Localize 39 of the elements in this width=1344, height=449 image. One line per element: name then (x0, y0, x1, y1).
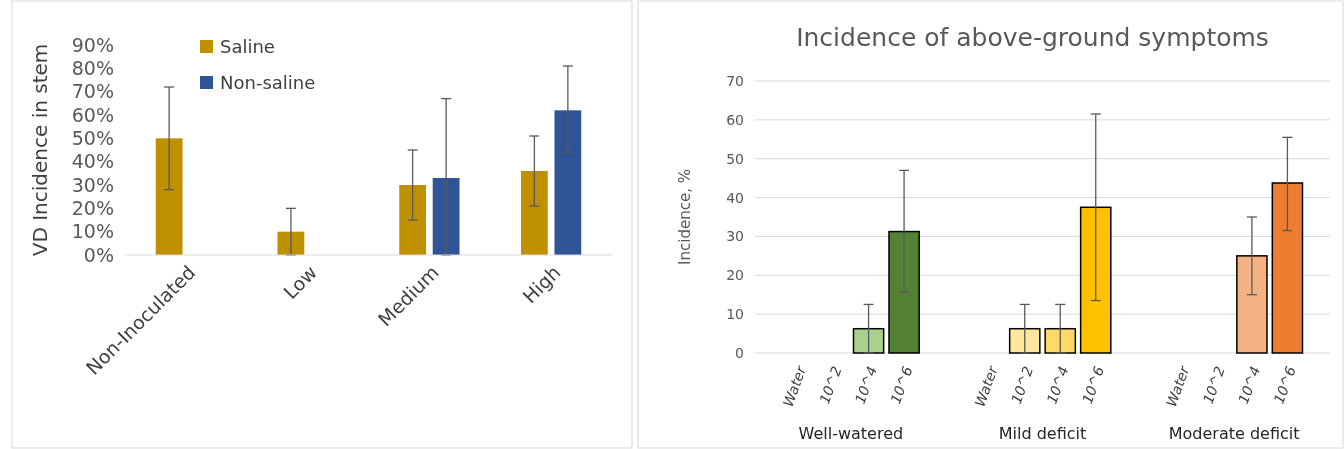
x-tick-label: 10^6 (887, 364, 916, 406)
legend-label: Saline (220, 36, 275, 58)
y-tick-label: 70% (71, 80, 114, 103)
x-tick-label: 10^4 (1043, 364, 1072, 406)
y-axis-title: Incidence, % (676, 169, 694, 265)
x-tick-label: 10^4 (851, 364, 880, 406)
y-tick-label: 60% (71, 103, 114, 126)
x-tick-label: 10^2 (1007, 364, 1037, 406)
y-tick-label: 50% (71, 126, 114, 149)
y-tick-label: 90% (71, 33, 114, 56)
text: Moderate deficit (1168, 424, 1300, 443)
y-tick-label: 60 (726, 111, 744, 128)
y-tick-label: 50 (726, 150, 744, 167)
y-tick-label: 40% (71, 150, 114, 173)
y-tick-label: 20% (71, 196, 114, 219)
y-tick-label: 0 (735, 344, 744, 361)
y-tick-label: 10 (726, 306, 744, 323)
y-tick-label: 80% (71, 56, 114, 79)
text: Mild deficit (998, 424, 1087, 443)
chart-title: Incidence of above-ground symptoms (796, 23, 1269, 52)
y-tick-label: 20 (726, 267, 744, 284)
x-tick-label: 10^6 (1078, 364, 1108, 406)
legend-label: Non-saline (220, 72, 316, 94)
y-axis-title: VD Incidence in stem (28, 43, 52, 257)
x-tick-label: 10^2 (1199, 364, 1228, 406)
x-tick-label: 10^4 (1235, 364, 1264, 406)
y-tick-label: 70 (726, 72, 744, 89)
x-tick-label: 10^2 (816, 364, 845, 406)
y-tick-label: 30% (71, 173, 114, 196)
x-tick-label: Water (971, 363, 1002, 409)
y-tick-label: 40 (726, 189, 744, 206)
x-tick-label: 10^6 (1270, 364, 1299, 406)
y-tick-label: 10% (71, 220, 114, 243)
y-tick-label: 30 (726, 228, 744, 245)
x-tick-label: Water (779, 363, 810, 409)
text: Well-watered (798, 424, 904, 443)
x-tick-label: Low (279, 260, 322, 303)
x-tick-label: Water (1163, 363, 1193, 409)
y-tick-label: 0% (83, 243, 114, 266)
